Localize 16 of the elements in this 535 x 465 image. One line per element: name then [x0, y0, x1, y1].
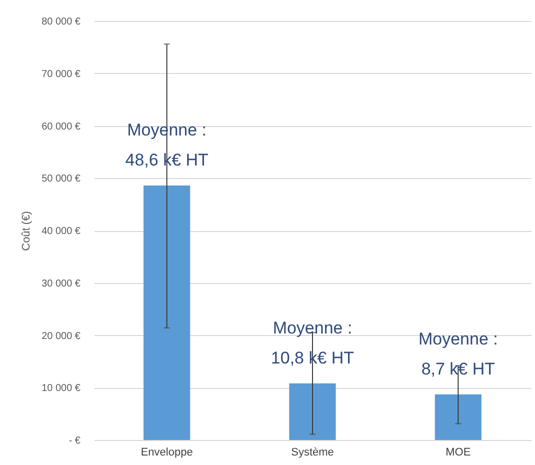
y-tick-label: 50 000 €	[42, 174, 81, 185]
y-axis-title: Coût (€)	[20, 211, 33, 251]
x-tick-label: Système	[291, 446, 334, 458]
y-tick-label: 70 000 €	[42, 68, 81, 80]
y-tick-label: 80 000 €	[42, 16, 81, 28]
y-tick-label: 10 000 €	[42, 383, 81, 394]
y-tick-label: - €	[68, 436, 81, 446]
y-tick-label: 40 000 €	[42, 226, 81, 237]
bar	[434, 394, 482, 440]
y-tick-label: 60 000 €	[42, 121, 81, 132]
x-tick-label: Enveloppe	[140, 446, 193, 458]
y-tick-label: 30 000 €	[42, 278, 81, 290]
x-tick-label: MOE	[446, 446, 471, 458]
y-tick-label: 20 000 €	[42, 330, 81, 342]
bar	[289, 383, 336, 440]
bar	[144, 185, 190, 440]
